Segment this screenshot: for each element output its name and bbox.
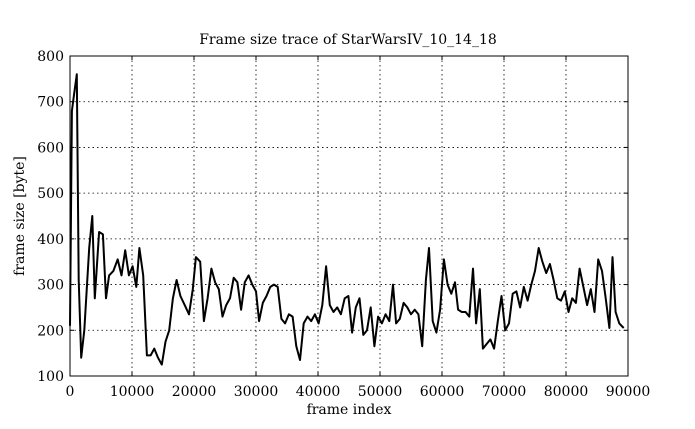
x-tick-label: 70000	[482, 384, 527, 400]
x-tick-label: 60000	[420, 384, 465, 400]
y-tick-label: 600	[37, 140, 64, 156]
x-tick-label: 90000	[606, 384, 651, 400]
y-tick-label: 700	[37, 95, 64, 111]
x-tick-label: 40000	[296, 384, 341, 400]
y-tick-label: 800	[37, 49, 64, 65]
frame-size-series-line	[69, 73, 625, 366]
x-tick-label: 50000	[358, 384, 403, 400]
y-tick-label: 300	[37, 278, 64, 294]
x-tick-label: 20000	[172, 384, 217, 400]
x-axis-label: frame index	[307, 402, 392, 418]
y-tick-label: 100	[37, 369, 64, 385]
series-layer	[69, 73, 625, 366]
y-tick-label: 200	[37, 323, 64, 339]
y-tick-label: 500	[37, 186, 64, 202]
axis-ticks: 0 10000 20000 30000 40000 50000 60000 70000 8000…	[37, 49, 650, 400]
y-axis-label: frame size [byte]	[12, 156, 28, 276]
x-tick-label: 0	[66, 384, 75, 400]
x-tick-label: 30000	[234, 384, 279, 400]
y-tick-label: 400	[37, 232, 64, 248]
chart-title: Frame size trace of StarWarsIV_10_14_18	[199, 32, 497, 48]
x-tick-label: 10000	[110, 384, 155, 400]
x-tick-label: 80000	[544, 384, 589, 400]
